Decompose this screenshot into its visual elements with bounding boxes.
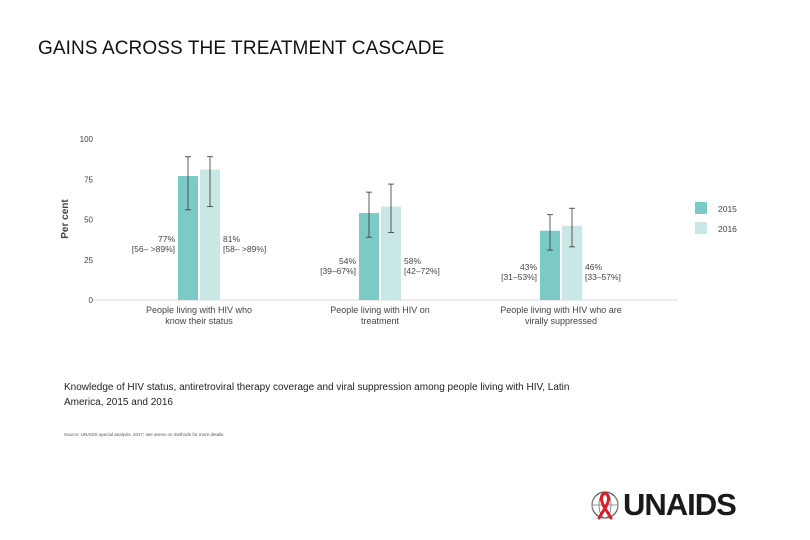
bar xyxy=(200,169,220,300)
logo-text: UNAIDS xyxy=(623,487,737,522)
bar xyxy=(540,230,560,300)
slide-title: GAINS ACROSS THE TREATMENT CASCADE xyxy=(38,38,445,59)
bar xyxy=(381,206,401,300)
legend-swatch xyxy=(695,222,707,234)
x-category-label: virally suppressed xyxy=(525,316,597,326)
red-ribbon-globe-icon xyxy=(591,491,619,520)
bar xyxy=(178,176,198,300)
x-category-label: treatment xyxy=(361,316,400,326)
data-label-value: 58% xyxy=(404,256,421,266)
x-category-label: know their status xyxy=(165,316,233,326)
y-tick-label: 0 xyxy=(89,296,94,305)
data-label-range: [31–53%] xyxy=(501,272,537,282)
data-label-range: [33–57%] xyxy=(585,272,621,282)
y-tick-label: 75 xyxy=(84,175,93,184)
data-label-range: [42–72%] xyxy=(404,266,440,276)
data-label-value: 81% xyxy=(223,234,240,244)
legend-label: 2016 xyxy=(718,224,737,234)
legend-swatch xyxy=(695,202,707,214)
bar xyxy=(359,213,379,300)
y-axis-title: Per cent xyxy=(60,199,71,239)
x-category-label: People living with HIV on xyxy=(330,305,430,315)
data-label-value: 46% xyxy=(585,262,602,272)
data-label-value: 43% xyxy=(520,262,537,272)
data-label-value: 77% xyxy=(158,234,175,244)
y-tick-label: 25 xyxy=(84,256,93,265)
y-tick-label: 100 xyxy=(80,135,94,144)
data-label-range: [58– >89%] xyxy=(223,244,266,254)
data-label-value: 54% xyxy=(339,256,356,266)
legend-label: 2015 xyxy=(718,204,737,214)
x-category-label: People living with HIV who xyxy=(146,305,252,315)
y-tick-label: 50 xyxy=(84,216,93,225)
bar xyxy=(562,225,582,300)
data-label-range: [56– >89%] xyxy=(132,244,175,254)
figure-caption: Knowledge of HIV status, antiretroviral … xyxy=(64,382,570,408)
data-label-range: [39–67%] xyxy=(320,266,356,276)
source-note: Source: UNAIDS special analysis, 2017; s… xyxy=(64,432,225,437)
x-category-label: People living with HIV who are xyxy=(500,305,622,315)
unaids-logo: UNAIDS xyxy=(588,487,737,523)
